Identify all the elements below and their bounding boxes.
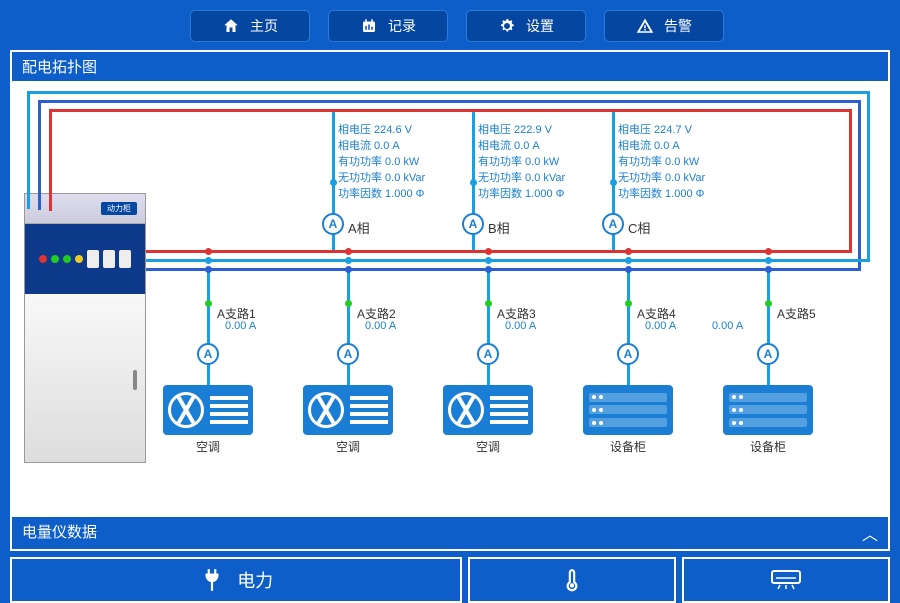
device-server[interactable]: 设备柜 [723,385,813,455]
nav-record-label: 记录 [388,16,416,36]
plug-icon [199,567,225,593]
tab-temperature[interactable] [468,557,676,603]
phase-ammeter: A [322,213,344,235]
topology-panel: 配电拓扑图 动力柜 AA相相电压 224.6 V相电流 0.0 A有功功率 0.… [10,50,890,517]
bottom-tabs: 电力 [10,557,890,603]
home-icon [222,17,240,35]
nav-record[interactable]: 记录 [328,10,448,42]
panel-title: 配电拓扑图 [12,52,888,83]
branch-ammeter: A [757,343,779,365]
device-ac[interactable]: 空调 [443,385,533,455]
branch-label: A支路5 [777,305,816,322]
branch-amp: 0.00 A [365,320,396,332]
ac-unit-icon [770,569,802,591]
phase-data: 相电压 222.9 V相电流 0.0 A有功功率 0.0 kW无功功率 0.0 … [478,123,565,203]
branch-amp: 0.00 A [505,320,536,332]
device-ac[interactable]: 空调 [163,385,253,455]
device-ac[interactable]: 空调 [303,385,393,455]
meter-panel-title: 电量仪数据 [22,521,97,545]
branch-ammeter: A [197,343,219,365]
branch-amp: 0.00 A [645,320,676,332]
tab-power[interactable]: 电力 [10,557,462,603]
nav-alarm-label: 告警 [664,16,692,36]
tab-power-label: 电力 [237,567,273,593]
cabinet-label: 动力柜 [101,202,137,215]
nav-alarm[interactable]: 告警 [604,10,724,42]
phase-label: B相 [488,218,510,237]
device-server[interactable]: 设备柜 [583,385,673,455]
branch-ammeter: A [477,343,499,365]
phase-ammeter: A [602,213,624,235]
branch-ammeter: A [617,343,639,365]
nav-settings-label: 设置 [526,16,554,36]
cabinet-panel [25,224,145,294]
branch-amp: 0.00 A [712,320,743,332]
power-cabinet[interactable]: 动力柜 [24,193,146,463]
nav-home[interactable]: 主页 [190,10,310,42]
nav-settings[interactable]: 设置 [466,10,586,42]
phase-data: 相电压 224.7 V相电流 0.0 A有功功率 0.0 kW无功功率 0.0 … [618,123,705,203]
phase-ammeter: A [462,213,484,235]
record-icon [360,17,378,35]
branch-ammeter: A [337,343,359,365]
phase-label: C相 [628,218,650,237]
alarm-icon [636,17,654,35]
branch-amp: 0.00 A [225,320,256,332]
gear-icon [498,17,516,35]
nav-home-label: 主页 [250,16,278,36]
topology-diagram: 动力柜 AA相相电压 224.6 V相电流 0.0 A有功功率 0.0 kW无功… [12,83,888,515]
cabinet-body [25,294,145,462]
cabinet-header: 动力柜 [25,194,145,224]
phase-data: 相电压 224.6 V相电流 0.0 A有功功率 0.0 kW无功功率 0.0 … [338,123,425,203]
thermometer-icon [559,567,585,593]
top-nav: 主页 记录 设置 告警 [0,0,900,50]
phase-label: A相 [348,218,370,237]
tab-hvac[interactable] [682,557,890,603]
meter-panel-header[interactable]: 电量仪数据 ︿ [10,517,890,551]
chevron-up-icon: ︿ [862,521,878,545]
